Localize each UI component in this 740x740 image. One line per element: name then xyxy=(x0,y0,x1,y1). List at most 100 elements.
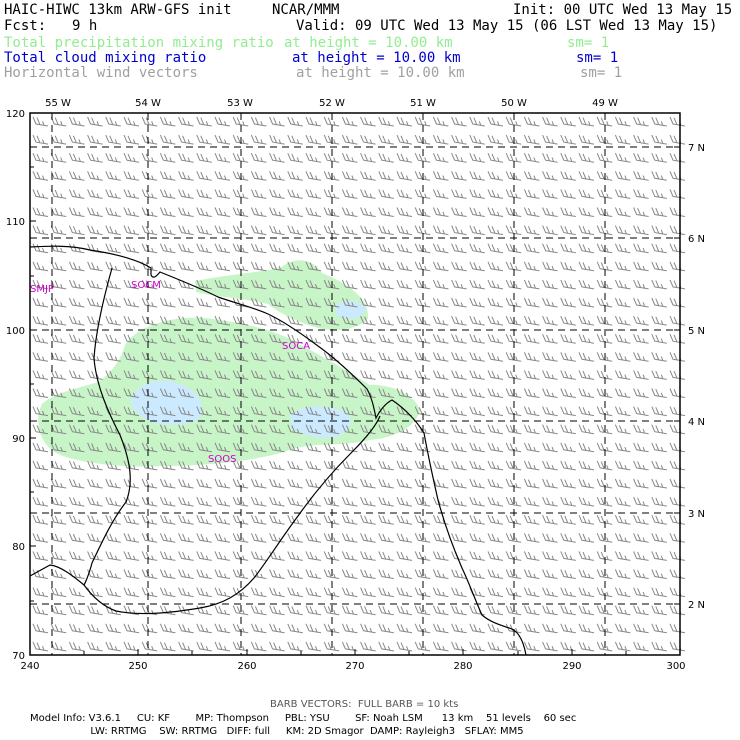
wind-barb xyxy=(633,207,649,217)
wind-barb xyxy=(141,171,158,181)
station-soos: SOOS xyxy=(208,454,236,465)
wind-barb xyxy=(542,297,558,308)
wind-barb xyxy=(469,533,485,543)
wind-barb xyxy=(269,297,285,308)
wind-barb xyxy=(196,388,212,398)
wind-barb xyxy=(523,406,540,417)
wind-barb xyxy=(633,352,649,362)
wind-barb xyxy=(378,496,394,507)
wind-barb xyxy=(341,116,358,127)
wind-barb xyxy=(469,551,485,561)
wind-barb xyxy=(32,641,49,652)
wind-barb xyxy=(341,243,358,254)
wind-barb xyxy=(651,641,667,652)
wind-barb xyxy=(50,243,67,254)
wind-barb xyxy=(305,134,322,145)
wind-barb xyxy=(250,641,267,652)
wind-barb xyxy=(178,207,194,217)
wind-barb xyxy=(250,334,267,344)
wind-barb xyxy=(560,442,576,453)
wind-barb xyxy=(32,243,49,254)
wind-barb xyxy=(523,171,540,181)
wind-barb xyxy=(123,334,140,344)
wind-barb xyxy=(633,587,649,598)
wind-barb xyxy=(32,406,49,417)
wind-barb xyxy=(487,515,504,525)
wind-barb xyxy=(305,207,322,217)
wind-barb xyxy=(68,315,85,326)
wind-barb xyxy=(596,605,613,616)
wind-barb xyxy=(232,334,249,344)
wind-barb xyxy=(196,279,212,290)
wind-barb xyxy=(651,623,667,634)
station-socm: SOCM xyxy=(131,280,161,291)
wind-barb xyxy=(305,315,322,326)
wind-barb xyxy=(432,171,449,181)
wind-barb xyxy=(68,334,85,344)
wind-barb xyxy=(159,641,176,652)
wind-barb xyxy=(141,297,158,308)
wind-barb xyxy=(123,225,140,236)
wind-barb xyxy=(451,623,467,634)
wind-barb xyxy=(269,388,285,398)
wind-barb xyxy=(614,315,631,326)
wind-barb xyxy=(542,478,558,489)
wind-barb xyxy=(396,297,413,308)
wind-barb xyxy=(360,171,376,181)
wind-barb xyxy=(178,460,194,471)
wind-barb xyxy=(669,623,686,634)
wind-barb xyxy=(214,442,231,453)
wind-barb xyxy=(414,406,431,417)
wind-barb xyxy=(123,641,140,652)
wind-barb xyxy=(141,315,158,326)
wind-barb xyxy=(651,225,667,236)
wind-barb xyxy=(232,370,249,380)
wind-barb xyxy=(414,442,431,453)
wind-barb xyxy=(178,153,194,163)
wind-barb xyxy=(305,261,322,272)
model-info-line2: LW: RRTMG SW: RRTMG DIFF: full KM: 2D Sm… xyxy=(30,726,524,737)
wind-barb xyxy=(68,460,85,471)
wind-barb xyxy=(250,279,267,290)
wind-barb xyxy=(105,442,121,453)
wind-barb xyxy=(633,225,649,236)
wind-barb xyxy=(214,623,231,634)
wind-barb xyxy=(305,153,322,163)
wind-barb xyxy=(669,569,686,579)
wind-barb xyxy=(141,334,158,344)
wind-barb xyxy=(451,171,467,181)
wind-barb xyxy=(250,243,267,254)
wind-barb xyxy=(50,605,67,616)
wind-barb xyxy=(378,243,394,254)
wind-barb xyxy=(505,171,522,181)
wind-barb xyxy=(523,207,540,217)
wind-barb xyxy=(287,189,303,199)
wind-barb xyxy=(560,334,576,344)
frame-ticks xyxy=(29,112,680,656)
wind-barb xyxy=(250,551,267,561)
wind-barb xyxy=(487,569,504,579)
wind-barb xyxy=(87,297,103,308)
wind-barb xyxy=(159,569,176,579)
wind-barb xyxy=(68,261,85,272)
wind-barb xyxy=(633,533,649,543)
wind-barb xyxy=(50,189,67,199)
wind-barb xyxy=(487,116,504,127)
wind-barb xyxy=(178,641,194,652)
wind-barb xyxy=(669,515,686,525)
wind-barb xyxy=(505,533,522,543)
wind-barb xyxy=(269,515,285,525)
wind-barb xyxy=(414,623,431,634)
wind-barb xyxy=(523,460,540,471)
field-wind-height: at height = 10.00 km xyxy=(296,65,465,81)
wind-barb xyxy=(560,261,576,272)
wind-barb xyxy=(505,496,522,507)
wind-barb xyxy=(214,641,231,652)
wind-barb xyxy=(596,334,613,344)
wind-barb xyxy=(505,478,522,489)
wind-barb xyxy=(414,515,431,525)
wind-barb xyxy=(614,587,631,598)
wind-barb xyxy=(196,134,212,145)
wind-barb xyxy=(32,116,49,127)
wind-barb xyxy=(123,153,140,163)
